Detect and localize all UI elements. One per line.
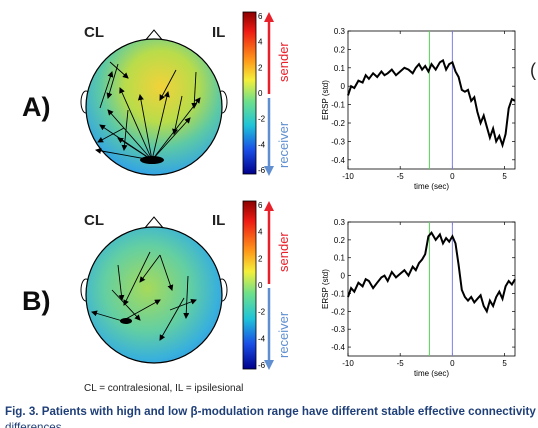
colorbar-tick-label: -4 <box>258 140 266 149</box>
panel-letter-b: B) <box>22 286 51 316</box>
colorbar-ticks: 6 4 2 0 -2 -4 -6 6 4 2 0 -2 -4 -6 <box>258 12 266 370</box>
y-tick-label: 0.1 <box>334 254 346 263</box>
y-axis-label: ERSP (std) <box>321 80 330 120</box>
colorbar-a: sender receiver <box>242 11 291 176</box>
head-plot-a <box>80 29 228 176</box>
y-tick-label: -0.3 <box>331 137 345 146</box>
colorbar-tick-label: 6 <box>258 12 263 21</box>
colorbar-tick-label: -4 <box>258 334 266 343</box>
y-tick-label: 0 <box>341 82 346 91</box>
figure-caption: Fig. 3. Patients with high and low β-mod… <box>5 405 536 418</box>
cl-label-b: CL <box>84 212 104 229</box>
y-tick-label: -0.2 <box>331 307 345 316</box>
colorbar-tick-label: 2 <box>258 254 263 263</box>
receiver-label-a: receiver <box>276 121 291 168</box>
colorbar-tick-label: 6 <box>258 201 263 210</box>
colorbar-tick-label: -2 <box>258 115 266 124</box>
y-tick-label: 0.2 <box>334 236 346 245</box>
y-tick-label: -0.1 <box>331 101 345 110</box>
receiver-label-b: receiver <box>276 311 291 358</box>
x-tick-label: 5 <box>502 359 507 368</box>
plot-axes-box <box>347 221 516 357</box>
colorbar-tick-label: -2 <box>258 308 266 317</box>
y-tick-label: 0.3 <box>334 27 346 36</box>
y-tick-label: 0.2 <box>334 45 346 54</box>
cropped-glyph: ( <box>530 60 536 80</box>
figure-graphics: sender receiver sender receiver 6 4 2 0 -2 -4… <box>80 11 516 378</box>
footnote: CL = contralesional, IL = ipsilesional <box>84 383 244 394</box>
x-tick-label: -10 <box>342 359 354 368</box>
cl-label-a: CL <box>84 24 104 41</box>
colorbar-tick-label: 4 <box>258 38 263 47</box>
ersp-series-line <box>347 58 516 149</box>
x-tick-label: 0 <box>450 172 455 181</box>
sender-label-a: sender <box>276 42 291 82</box>
y-tick-label: -0.1 <box>331 289 345 298</box>
plot-axes-box <box>347 30 516 170</box>
y-tick-label: -0.4 <box>331 156 345 165</box>
ersp-series-line <box>347 230 516 314</box>
colorbar-tick-label: 2 <box>258 63 263 72</box>
x-tick-label: -10 <box>342 172 354 181</box>
il-label-a: IL <box>212 24 226 41</box>
x-axis-label: time (sec) <box>414 182 449 191</box>
ersp-plot-a: 0.3 0.2 0.1 0 -0.1 -0.2 -0.3 -0.4 -10 -5 0 5 time (s… <box>321 27 516 191</box>
colorbar-tick-label: -6 <box>258 361 266 370</box>
colorbar-b: sender receiver <box>242 200 291 370</box>
panel-letter-a: A) <box>22 92 51 122</box>
sender-label-b: sender <box>276 232 291 272</box>
figure-caption-continued: differences ... <box>5 421 75 428</box>
colorbar-tick-label: -6 <box>258 166 266 175</box>
x-tick-label: -5 <box>397 359 405 368</box>
y-tick-label: 0.3 <box>334 218 346 227</box>
x-tick-label: -5 <box>397 172 405 181</box>
ersp-plot-b: 0.3 0.2 0.1 0 -0.1 -0.2 -0.3 -0.4 -10 -5 0 5 time (s… <box>321 218 516 378</box>
x-axis-label: time (sec) <box>414 369 449 378</box>
y-tick-label: -0.4 <box>331 343 345 352</box>
head-plot-b <box>80 216 228 364</box>
colorbar-tick-label: 4 <box>258 228 263 237</box>
il-label-b: IL <box>212 212 226 229</box>
x-tick-label: 5 <box>502 172 507 181</box>
colorbar-tick-label: 0 <box>258 281 263 290</box>
x-tick-label: 0 <box>450 359 455 368</box>
y-tick-label: -0.3 <box>331 325 345 334</box>
y-tick-label: 0.1 <box>334 64 346 73</box>
y-axis-label: ERSP (std) <box>321 269 330 309</box>
colorbar-tick-label: 0 <box>258 89 263 98</box>
y-tick-label: -0.2 <box>331 119 345 128</box>
y-tick-label: 0 <box>341 272 346 281</box>
